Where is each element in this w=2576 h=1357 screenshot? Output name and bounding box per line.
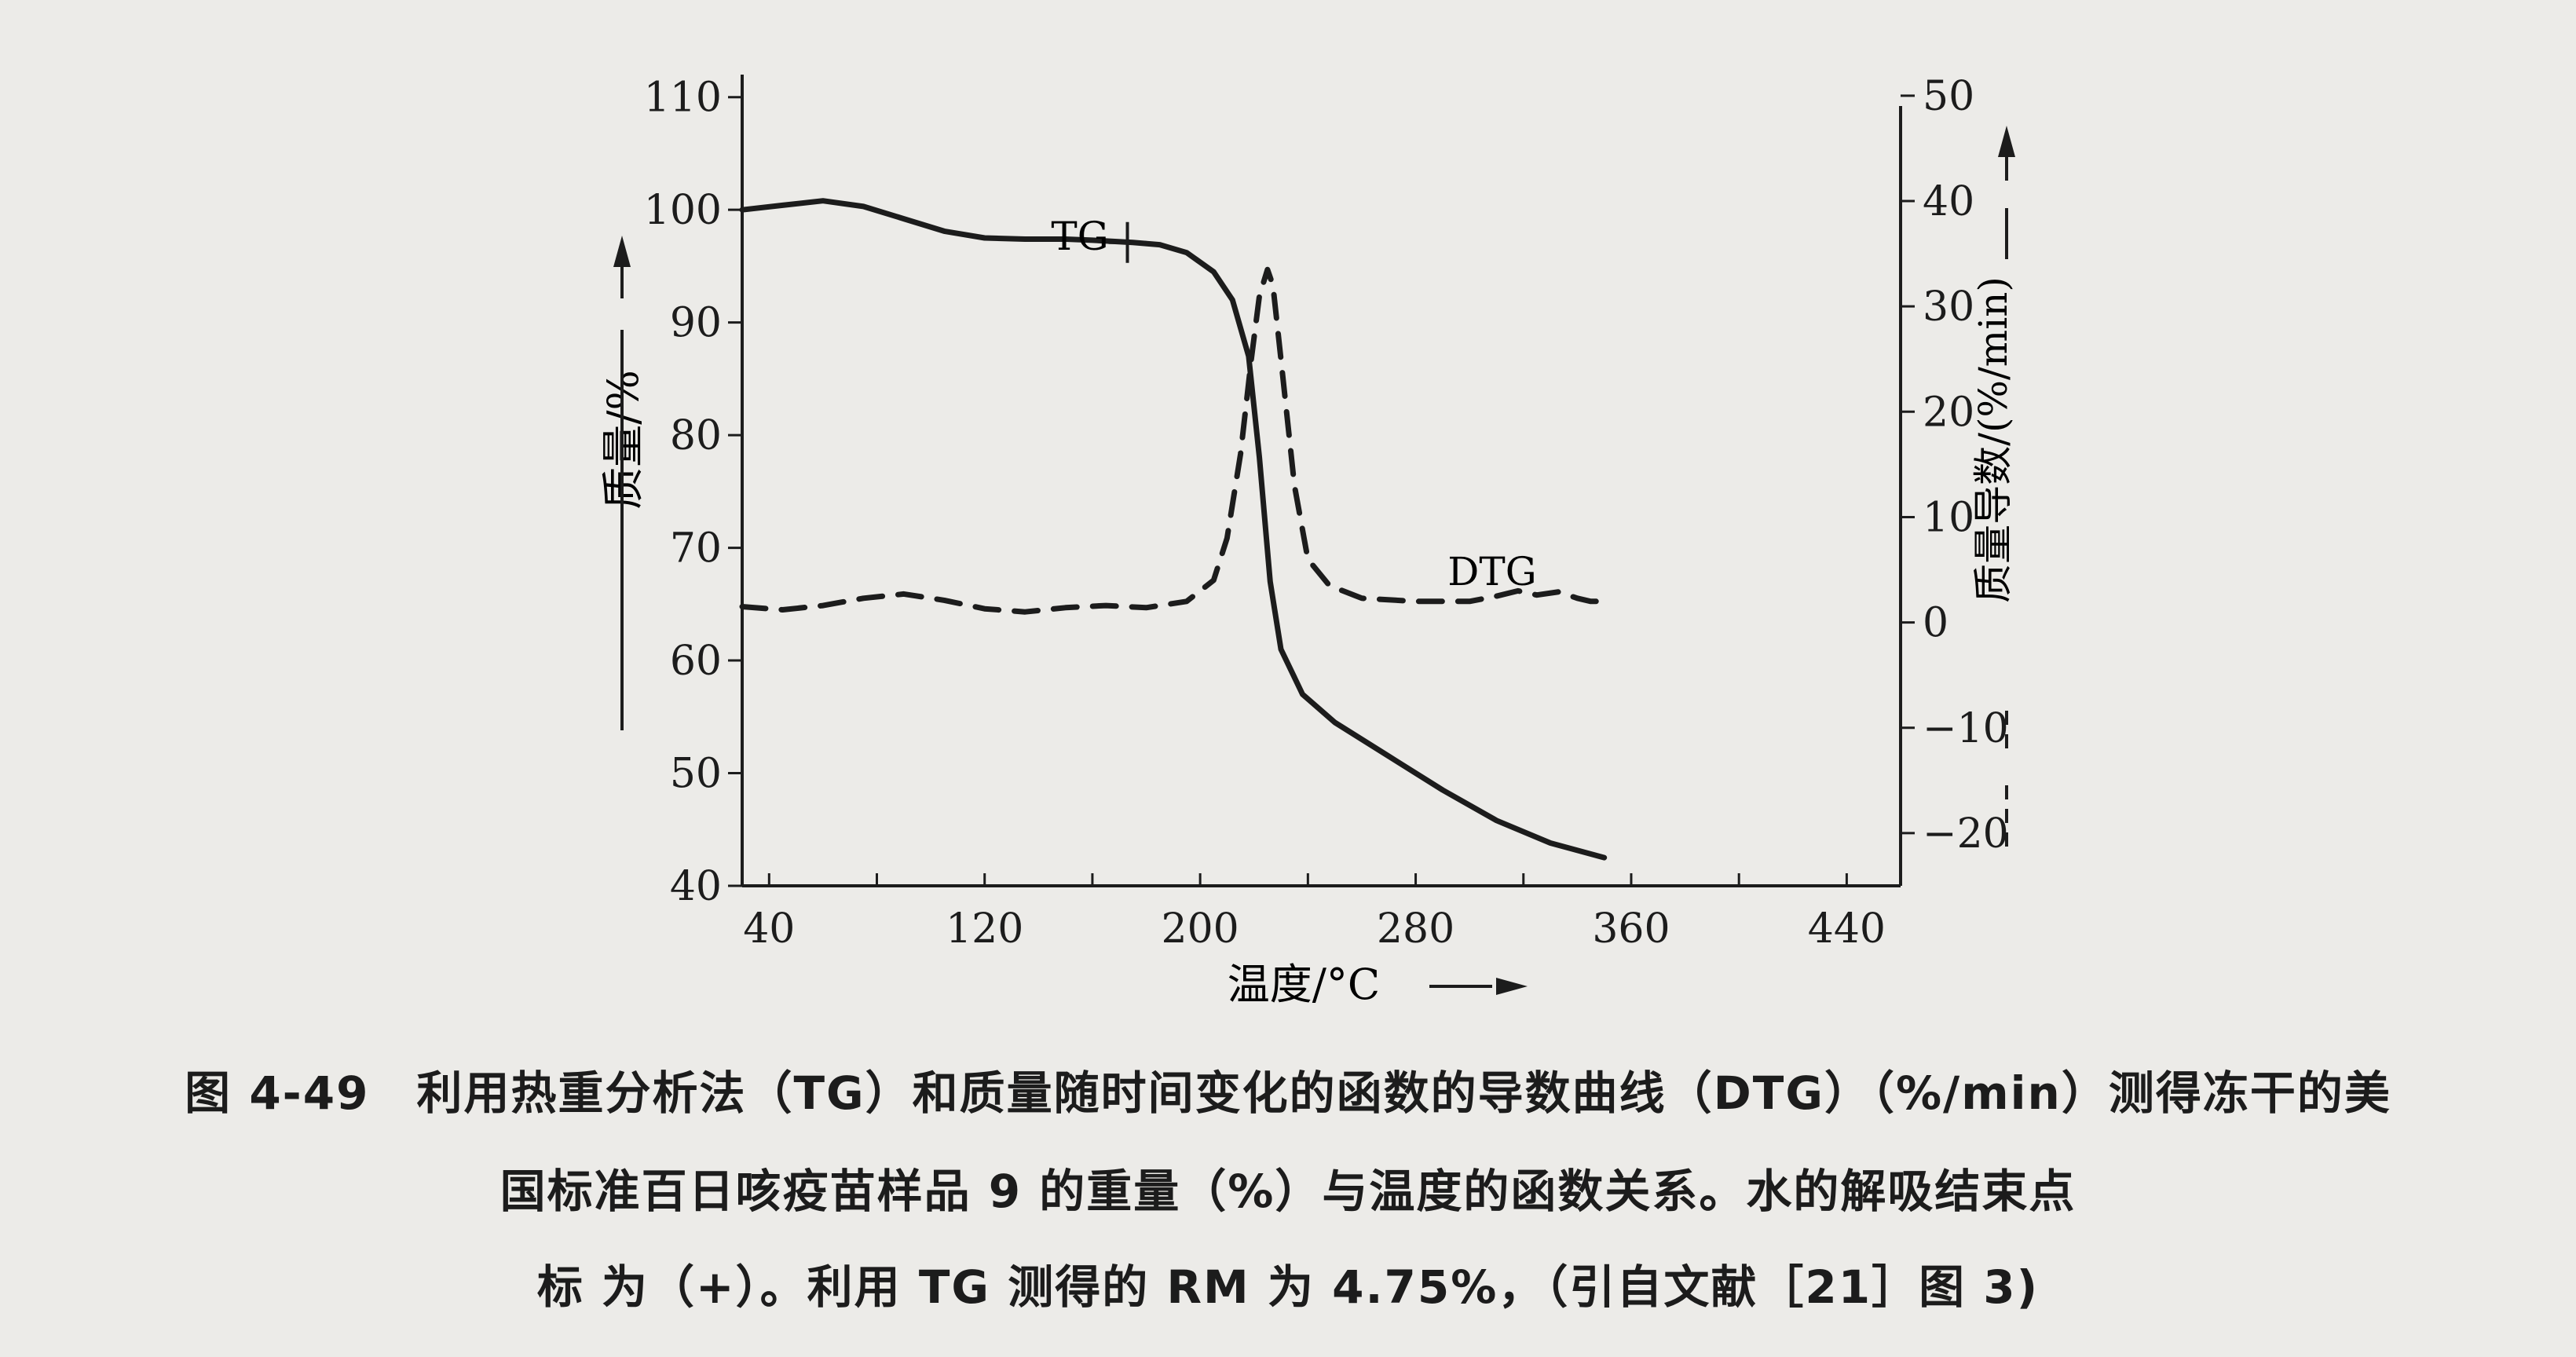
y-right-tick-label: 30 (1923, 283, 1974, 331)
y-right-tick-label: 0 (1923, 600, 1948, 647)
series (739, 198, 1608, 861)
axis-arrows (613, 126, 2015, 995)
dtg-series-line (739, 266, 1608, 615)
tg-dtg-chart: 40 120 200 280 360 440405060708090100110−20−1… (598, 73, 2016, 1009)
caption-line-2: 国标准百日咳疫苗样品 9 的重量（%）与温度的函数关系。水的解吸结束点 (499, 1165, 2077, 1218)
y-left-tick-label: 110 (644, 75, 722, 122)
annotations: TG DTG (1051, 214, 1536, 594)
x-tick-label: 440 (1808, 905, 1886, 953)
y-left-tick-label: 80 (670, 412, 722, 459)
y-right-tick-label: −20 (1923, 810, 2009, 858)
arrow-up-icon (1998, 126, 2015, 157)
x-tick-label: 360 (1592, 905, 1670, 953)
x-tick-label: 40 (743, 905, 795, 953)
x-tick-label: 120 (946, 905, 1023, 953)
y-right-tick-label: −10 (1923, 705, 2009, 752)
caption-line-3: 标 为（+）。利用 TG 测得的 RM 为 4.75%，（引自文献［21］图 3… (536, 1260, 2040, 1314)
tg-series-label: TG (1051, 214, 1108, 259)
y-left-tick-label: 50 (670, 751, 722, 798)
ticks: 40 120 200 280 360 440405060708090100110−20−1… (644, 73, 2009, 953)
y-right-axis-label: 质量导数/(%/min) (1970, 276, 2016, 603)
x-tick-label: 200 (1162, 905, 1239, 953)
arrow-up-icon (613, 236, 631, 267)
y-left-tick-label: 60 (670, 638, 722, 685)
axis-labels: 温度/°C 质量/% 质量导数/(%/min) (598, 276, 2016, 1009)
x-tick-label: 280 (1377, 905, 1454, 953)
y-right-tick-label: 20 (1923, 389, 1974, 436)
y-left-tick-label: 40 (670, 863, 722, 910)
y-right-tick-label: 40 (1923, 178, 1974, 225)
y-left-tick-label: 100 (644, 187, 722, 234)
axes (741, 75, 1902, 887)
y-right-tick-label: 50 (1923, 73, 1974, 120)
dtg-series-label: DTG (1447, 549, 1536, 594)
y-left-tick-label: 90 (670, 300, 722, 347)
y-right-tick-label: 10 (1923, 494, 1974, 541)
x-axis-label: 温度/°C (1228, 960, 1381, 1009)
caption-line-1: 图 4-49 利用热重分析法（TG）和质量随时间变化的函数的导数曲线（DTG）（… (185, 1066, 2391, 1120)
y-left-tick-label: 70 (670, 525, 722, 572)
arrow-right-icon (1496, 978, 1528, 995)
tg-series-line (739, 198, 1608, 861)
desorption-end-marker (1108, 221, 1147, 263)
